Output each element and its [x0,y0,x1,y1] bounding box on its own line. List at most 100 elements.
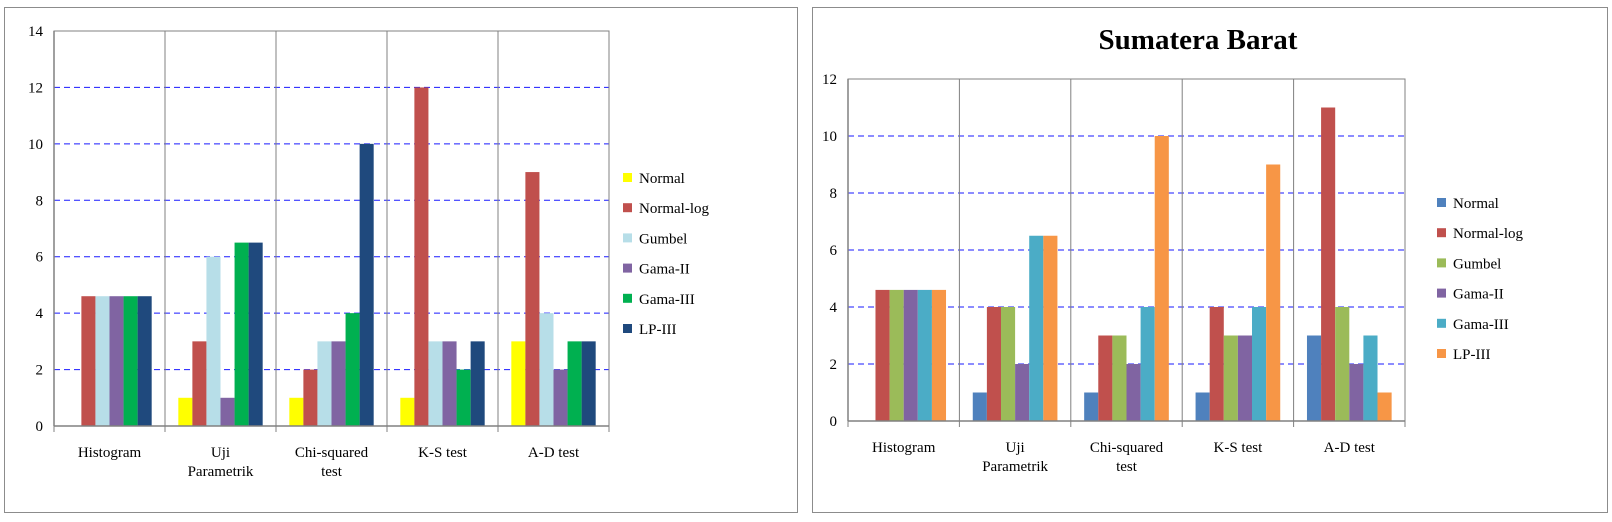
legend-swatch [1437,198,1446,207]
bar [442,341,457,426]
chart-panel-left: 0 2 4 6 8 10 12 14 Histogram Uji Parametrik Chi-squ… [4,7,798,513]
legend-swatch [623,293,632,303]
legend-label: Gumbel [639,231,687,247]
bar [525,172,540,426]
legend-swatch [1437,288,1446,298]
bar [875,289,890,421]
y-tick-label: 0 [36,419,44,435]
bar [1140,307,1155,421]
y-tick-label: 2 [830,357,838,373]
legend-label: Gama-II [639,262,690,278]
category-label: Histogram [872,440,936,456]
category-label: Chi-squared [1090,440,1164,456]
bar [1349,364,1364,421]
bar [137,296,152,426]
bar [1306,335,1322,421]
category-label: Chi-squared [295,445,369,461]
bar-chart-right: Sumatera Barat 0 2 4 6 8 10 12 Histogram Uji Param… [822,24,1523,475]
bar [206,256,221,426]
bar [1098,335,1113,421]
y-tick-label: 4 [830,300,838,316]
bar [903,289,918,421]
y-tick-label: 10 [822,129,837,145]
bar [986,307,1001,421]
category-label: Parametrik [188,464,254,480]
legend-label: Normal-log [639,201,709,217]
y-tick-label: 8 [830,186,838,202]
bar [889,289,904,421]
bar [123,296,138,426]
legend-label: Normal [1453,196,1499,212]
category-label: K-S test [1214,440,1264,456]
chart-title: Sumatera Barat [1099,24,1298,56]
bar [1363,335,1378,421]
legend-label: LP-III [1453,347,1491,363]
bar [553,369,568,426]
category-label: test [321,464,343,480]
bar [81,296,96,426]
bar [317,341,332,426]
y-tick-label: 8 [36,193,44,209]
bar [1209,307,1224,421]
bar [95,296,110,426]
bar [456,369,471,426]
legend-swatch [623,233,632,243]
bar-chart-left: 0 2 4 6 8 10 12 14 Histogram Uji Parametrik Chi-squ… [28,24,709,480]
legend-swatch [1437,349,1446,358]
legend-swatch [623,324,632,333]
legend-label: Normal-log [1453,226,1523,242]
chart-panel-right: Sumatera Barat 0 2 4 6 8 10 12 Histogram Uji Param… [812,7,1608,513]
category-label: Uji [211,445,230,461]
bar [303,369,318,426]
bar [1112,335,1127,421]
bar [931,289,947,421]
bar [220,397,235,426]
bar [345,313,360,426]
bar [1223,335,1238,421]
legend-label: Gumbel [1453,256,1501,272]
bar [414,87,429,427]
category-label: test [1116,459,1138,475]
y-tick-label: 6 [830,243,838,259]
legend-label: LP-III [639,322,677,338]
category-label: Parametrik [982,459,1048,475]
legend-swatch [623,173,632,182]
y-tick-label: 6 [36,250,44,266]
bar [428,341,443,426]
bar [1154,136,1169,421]
bar [1377,392,1392,421]
bar [1084,392,1099,421]
bar [359,143,374,427]
bar [972,392,987,421]
bar [331,341,346,426]
category-label: K-S test [418,445,468,461]
bar [1321,107,1336,421]
bar [109,296,124,426]
bar [581,341,596,426]
bar [192,341,207,426]
bar [1029,235,1044,421]
bar [1126,364,1141,421]
bar [1237,335,1253,421]
category-label: A-D test [528,445,580,461]
legend-label: Gama-II [1453,287,1504,303]
y-tick-label: 14 [28,24,44,40]
y-tick-label: 12 [822,72,837,88]
y-tick-label: 2 [36,363,44,379]
bar [567,341,582,426]
bar [1335,307,1350,421]
legend-label: Gama-III [639,292,695,308]
legend-swatch [623,203,632,213]
bar [470,341,485,426]
legend-label: Normal [639,171,685,187]
bar [178,397,193,426]
bar [1043,235,1058,421]
bar [1015,364,1030,421]
y-tick-label: 10 [28,137,43,153]
y-tick-label: 0 [830,414,838,430]
bar [234,242,249,426]
bar [1195,392,1210,421]
bar [539,313,554,426]
bar [511,341,526,426]
legend-swatch [1437,228,1446,238]
